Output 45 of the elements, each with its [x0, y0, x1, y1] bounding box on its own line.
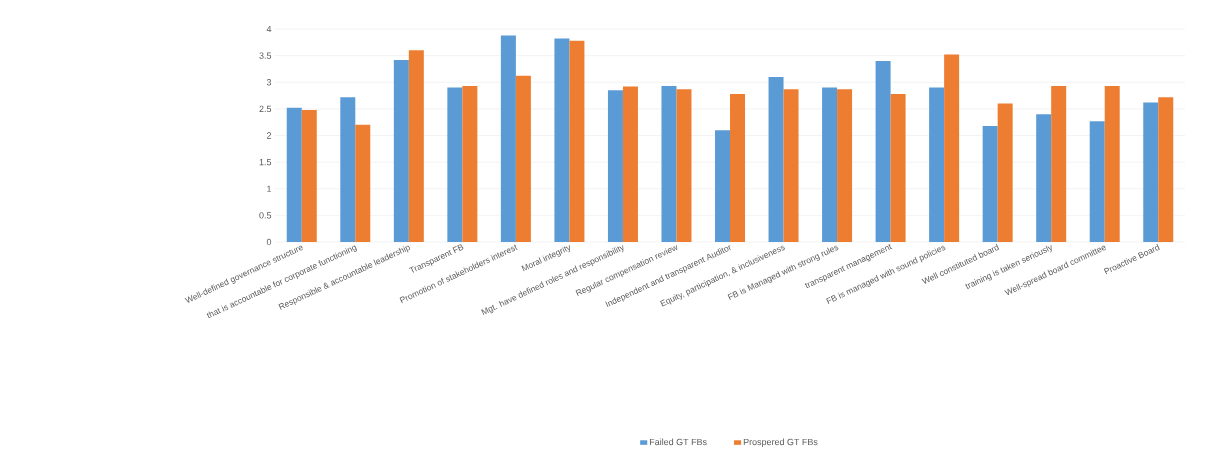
bar	[462, 85, 478, 242]
bar	[515, 75, 531, 242]
bar	[622, 86, 638, 242]
bar	[569, 40, 585, 242]
bar	[1051, 85, 1067, 242]
bar	[730, 93, 746, 242]
bar	[929, 87, 945, 242]
bar	[837, 89, 853, 242]
bar	[1158, 97, 1174, 242]
bar	[822, 87, 838, 242]
bar	[1089, 121, 1105, 242]
bar	[1104, 85, 1120, 242]
bar	[340, 97, 356, 242]
y-tick-label: 0.5	[259, 212, 272, 219]
legend-label: Failed GT FBs	[649, 438, 707, 446]
bar	[1143, 102, 1159, 242]
y-tick-label: 4	[266, 25, 272, 33]
bar	[286, 107, 302, 242]
bar	[715, 130, 731, 242]
y-tick-label: 2	[266, 132, 272, 139]
bar	[875, 60, 891, 242]
y-tick-label: 0	[266, 238, 272, 246]
y-tick-label: 2.5	[259, 105, 272, 113]
bar	[944, 54, 960, 242]
bar	[768, 76, 784, 242]
bar	[408, 50, 424, 242]
y-tick-label: 3.5	[259, 52, 272, 59]
bar	[355, 124, 371, 242]
bar	[661, 85, 677, 242]
y-tick-label: 3	[266, 79, 272, 86]
bar	[447, 87, 463, 242]
bar	[982, 125, 998, 242]
bar	[783, 89, 799, 242]
bar	[607, 90, 623, 242]
y-tick-label: 1	[267, 185, 272, 192]
bar	[554, 38, 570, 242]
bar	[1036, 114, 1052, 242]
bar	[676, 89, 692, 242]
bar	[500, 35, 516, 242]
bar	[997, 103, 1013, 242]
bar	[301, 109, 317, 242]
legend-label: Prospered GT FBs	[743, 438, 818, 447]
y-tick-label: 1.5	[259, 158, 272, 166]
bar	[890, 93, 906, 242]
bar	[393, 59, 409, 242]
